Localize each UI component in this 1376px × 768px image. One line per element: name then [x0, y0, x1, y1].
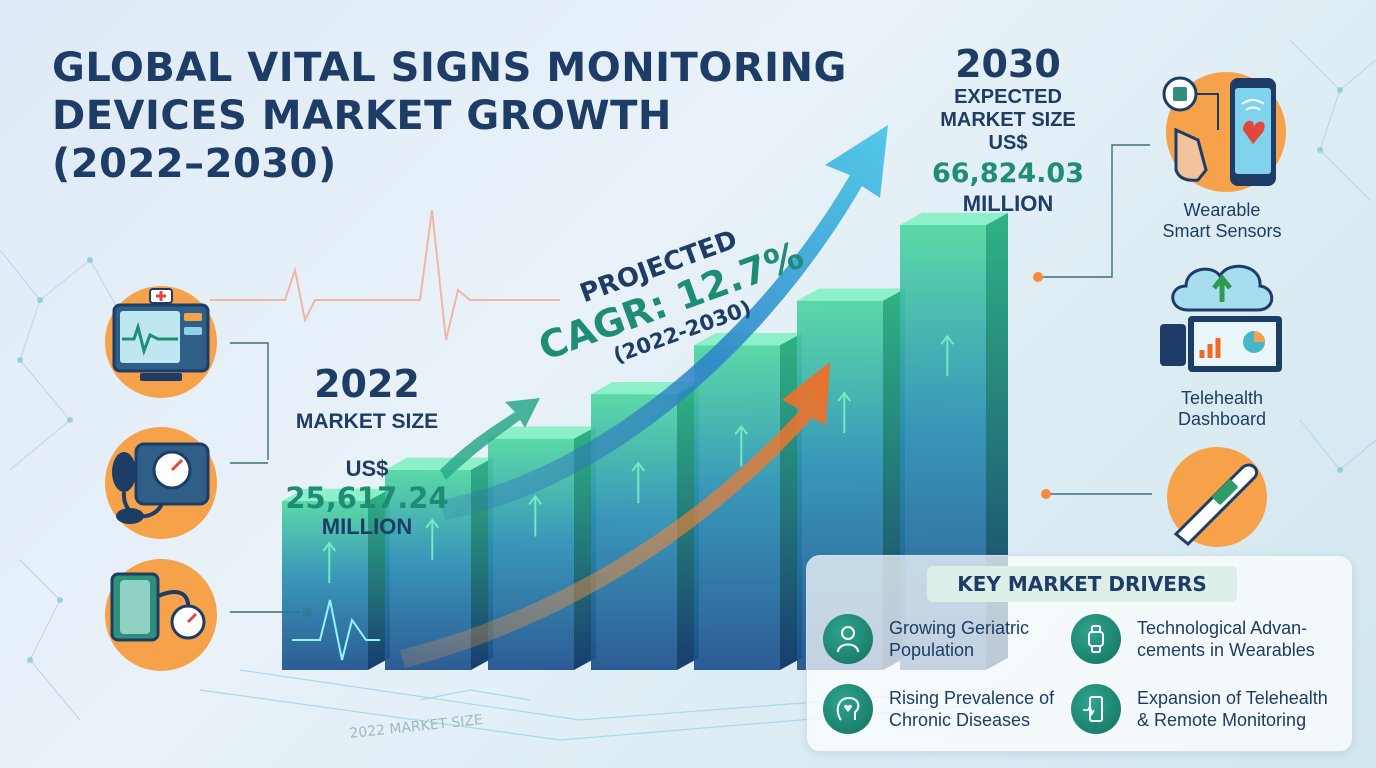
small-teal-arrow	[440, 398, 540, 480]
market-2022-callout: 2022 MARKET SIZE US$ 25,617.24 MILLION	[262, 362, 472, 540]
currency-2030: US$	[988, 132, 1028, 154]
thermometer-icon	[1167, 447, 1267, 547]
driver-line-1: Growing Geriatric	[889, 618, 1030, 638]
expected-label-2030: EXPECTED	[954, 86, 1062, 108]
driver-line-2: & Remote Monitoring	[1137, 710, 1307, 730]
sphygmomanometer-icon	[105, 559, 217, 671]
wearable-sensor-icon	[1162, 72, 1286, 192]
value-2022: 25,617.24	[285, 481, 449, 515]
driver-item: Growing Geriatric Population	[823, 614, 1029, 664]
currency-2022: US$	[345, 456, 389, 481]
drivers-title: KEY MARKET DRIVERS	[927, 566, 1237, 602]
telehealth-dashboard-icon	[1160, 264, 1282, 372]
feature-label-line-1: Telehealth	[1180, 388, 1264, 408]
driver-item: Expansion of Telehealth & Remote Monitor…	[1071, 684, 1328, 734]
driver-item: Technological Advan- cements in Wearable…	[1071, 614, 1315, 664]
blood-pressure-monitor-icon	[105, 427, 217, 539]
market-2030-callout: 2030 EXPECTED MARKET SIZE US$ 66,824.03 …	[916, 42, 1100, 217]
feature-label-line-1: Wearable	[1183, 200, 1261, 220]
year-2022: 2022	[314, 362, 420, 406]
value-2030: 66,824.03	[931, 158, 1085, 189]
driver-item: Rising Prevalence of Chronic Diseases	[823, 684, 1054, 734]
market-size-label-2022: MARKET SIZE	[295, 410, 439, 433]
title-line-1: GLOBAL VITAL SIGNS MONITORING	[52, 45, 847, 91]
bar-ecg-trace	[292, 599, 380, 661]
year-2030: 2030	[955, 42, 1061, 86]
feature-label-line-2: Dashboard	[1177, 409, 1267, 429]
unit-2022: MILLION	[321, 514, 413, 539]
bar-1	[282, 488, 390, 670]
patient-monitor-icon	[105, 286, 217, 398]
title-line-2: DEVICES MARKET GROWTH	[52, 93, 672, 139]
heart-head-icon	[823, 684, 873, 734]
key-market-drivers-panel: KEY MARKET DRIVERS Growing Geriatric Pop…	[806, 555, 1353, 752]
smartwatch-icon	[1071, 614, 1121, 664]
driver-line-1: Rising Prevalence of	[889, 688, 1055, 708]
blue-growth-arrow	[440, 125, 888, 520]
driver-line-2: Chronic Diseases	[889, 710, 1031, 730]
driver-line-2: cements in Wearables	[1137, 640, 1315, 660]
feature-label-telehealth: Telehealth Dashboard	[1142, 388, 1302, 430]
market-size-label-2030: MARKET SIZE	[940, 109, 1076, 131]
driver-line-2: Population	[889, 640, 975, 660]
page-title: GLOBAL VITAL SIGNS MONITORING DEVICES MA…	[52, 44, 847, 188]
feature-label-wearable: Wearable Smart Sensors	[1142, 200, 1302, 242]
unit-2030: MILLION	[962, 191, 1054, 216]
title-line-3: (2022–2030)	[52, 141, 337, 187]
remote-phone-icon	[1071, 684, 1121, 734]
driver-line-1: Expansion of Telehealth	[1137, 688, 1328, 708]
driver-line-1: Technological Advan-	[1137, 618, 1308, 638]
elderly-person-icon	[823, 614, 873, 664]
feature-label-line-2: Smart Sensors	[1162, 221, 1282, 241]
